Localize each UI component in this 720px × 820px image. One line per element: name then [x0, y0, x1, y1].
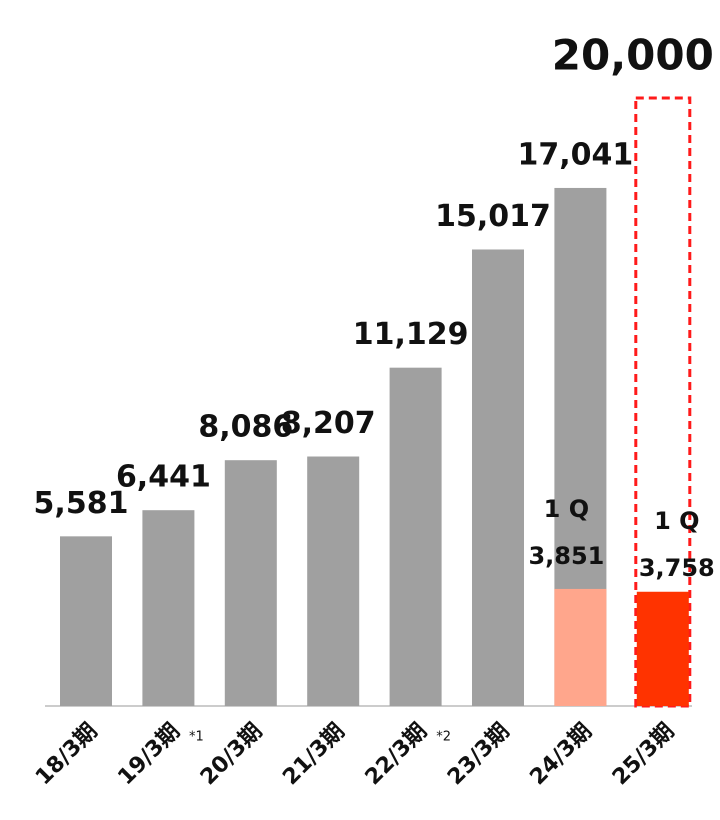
value-label: 5,581 — [34, 486, 129, 521]
q1-value-label: 3,758 — [639, 554, 715, 582]
bar — [636, 591, 689, 706]
target-label: 20,000 — [552, 31, 714, 80]
bar — [389, 367, 442, 706]
bar — [554, 588, 607, 706]
footnote: *2 — [436, 730, 451, 745]
q1-label: 1 Q — [544, 495, 589, 523]
value-label: 6,441 — [116, 460, 211, 495]
x-tick-label: 18/3期 — [31, 719, 102, 790]
value-label: 8,086 — [198, 410, 293, 445]
footnote: *1 — [189, 730, 204, 745]
q1-value-label: 3,851 — [528, 542, 604, 570]
q1-label: 1 Q — [654, 507, 699, 535]
bar — [307, 456, 360, 706]
x-tick-label: 21/3期 — [278, 719, 349, 790]
x-tick-label: 19/3期 — [113, 719, 184, 790]
bar — [224, 460, 277, 706]
value-label: 17,041 — [518, 137, 634, 172]
x-tick-label: 25/3期 — [608, 719, 679, 790]
value-label: 15,017 — [435, 199, 551, 234]
bar — [472, 249, 524, 706]
x-tick-label: 22/3期 — [361, 719, 432, 790]
x-tick-label: 23/3期 — [443, 719, 514, 790]
x-tick-label: 20/3期 — [196, 719, 267, 790]
bar — [60, 536, 112, 706]
x-tick-label: 24/3期 — [525, 719, 596, 790]
bar — [142, 510, 195, 706]
value-label: 8,207 — [281, 406, 376, 441]
value-label: 11,129 — [353, 317, 469, 352]
